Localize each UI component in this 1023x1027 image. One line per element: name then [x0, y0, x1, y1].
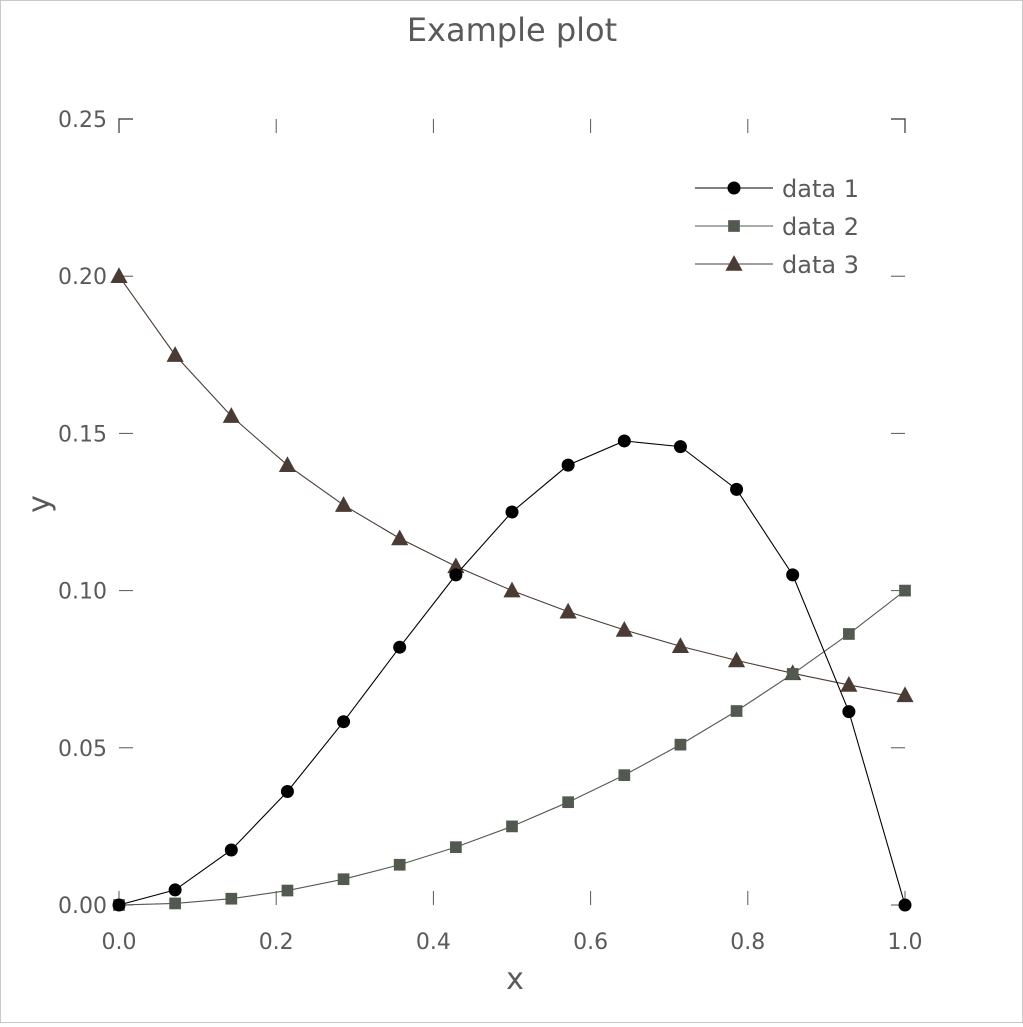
data-point [450, 841, 462, 854]
data-point [727, 651, 746, 668]
y-axis-label: y [22, 495, 57, 513]
data-point [562, 796, 574, 809]
series-data-1 [112, 434, 912, 912]
data-point [730, 705, 743, 717]
data-point [166, 346, 184, 362]
y-tick-label: 0.10 [58, 580, 107, 605]
data-point [281, 884, 294, 897]
x-tick-label: 0.6 [573, 930, 608, 955]
series-line [118, 275, 906, 696]
data-point [559, 602, 577, 619]
data-point [391, 529, 409, 546]
legend-entry: data 2 [695, 213, 859, 241]
data-point [225, 892, 238, 905]
data-point [449, 568, 463, 582]
x-tick-label: 1.0 [888, 930, 923, 955]
data-point [337, 873, 350, 886]
data-point [842, 705, 856, 719]
x-tick-label: 0.8 [730, 930, 765, 955]
data-point [503, 581, 521, 598]
legend-label: data 2 [782, 213, 859, 241]
data-point [222, 407, 240, 423]
x-tick-label: 0.0 [102, 930, 137, 955]
y-tick-label: 0.25 [58, 108, 107, 133]
data-point [337, 715, 351, 729]
data-point [561, 458, 575, 472]
data-point [280, 785, 294, 799]
data-point [671, 637, 690, 654]
series-layer [110, 267, 914, 912]
data-point [334, 496, 353, 512]
legend-entry: data 3 [695, 251, 859, 279]
data-point [168, 883, 182, 897]
y-tick-label: 0.05 [58, 737, 107, 762]
y-tick-label: 0.00 [58, 894, 107, 919]
data-point [112, 898, 126, 912]
legend-marker [725, 255, 743, 271]
data-point [615, 620, 633, 637]
data-point [899, 584, 911, 597]
chart-title: Example plot [407, 11, 617, 49]
y-tick-label: 0.15 [58, 422, 107, 447]
series-data-2 [113, 584, 911, 911]
data-point [506, 820, 518, 833]
data-point [617, 434, 631, 448]
x-axis-label: x [506, 962, 524, 997]
x-tick-label: 0.2 [259, 930, 294, 955]
data-point [505, 505, 519, 519]
data-point [786, 668, 799, 680]
y-tick-label: 0.20 [58, 265, 107, 290]
legend: data 1 data 2 data 3 [695, 175, 859, 279]
data-point [786, 568, 800, 582]
data-point [896, 686, 914, 703]
legend-entry: data 1 [695, 175, 859, 203]
frame-corner-top-left [118, 118, 133, 133]
series-line [118, 590, 906, 906]
legend-label: data 3 [782, 251, 859, 279]
legend-label: data 1 [782, 175, 859, 203]
data-point [674, 738, 687, 751]
data-point [169, 897, 181, 910]
data-point [618, 769, 631, 782]
data-point [898, 898, 912, 912]
data-point [843, 628, 855, 640]
data-point [673, 440, 687, 454]
frame-corner-top-right [891, 118, 906, 133]
data-point [278, 456, 297, 472]
data-point [110, 267, 128, 283]
data-point [730, 482, 744, 496]
data-point [393, 640, 407, 654]
series-data-3 [110, 267, 914, 703]
legend-marker [727, 181, 741, 195]
data-point [224, 843, 238, 857]
axes: 0.0 0.2 0.4 0.6 0.8 1.0 0.00 0.05 0.10 0.15 0.20 0.… [58, 108, 922, 955]
legend-marker [728, 220, 740, 232]
data-point [393, 858, 406, 871]
data-point [840, 675, 858, 692]
x-tick-label: 0.4 [416, 930, 451, 955]
